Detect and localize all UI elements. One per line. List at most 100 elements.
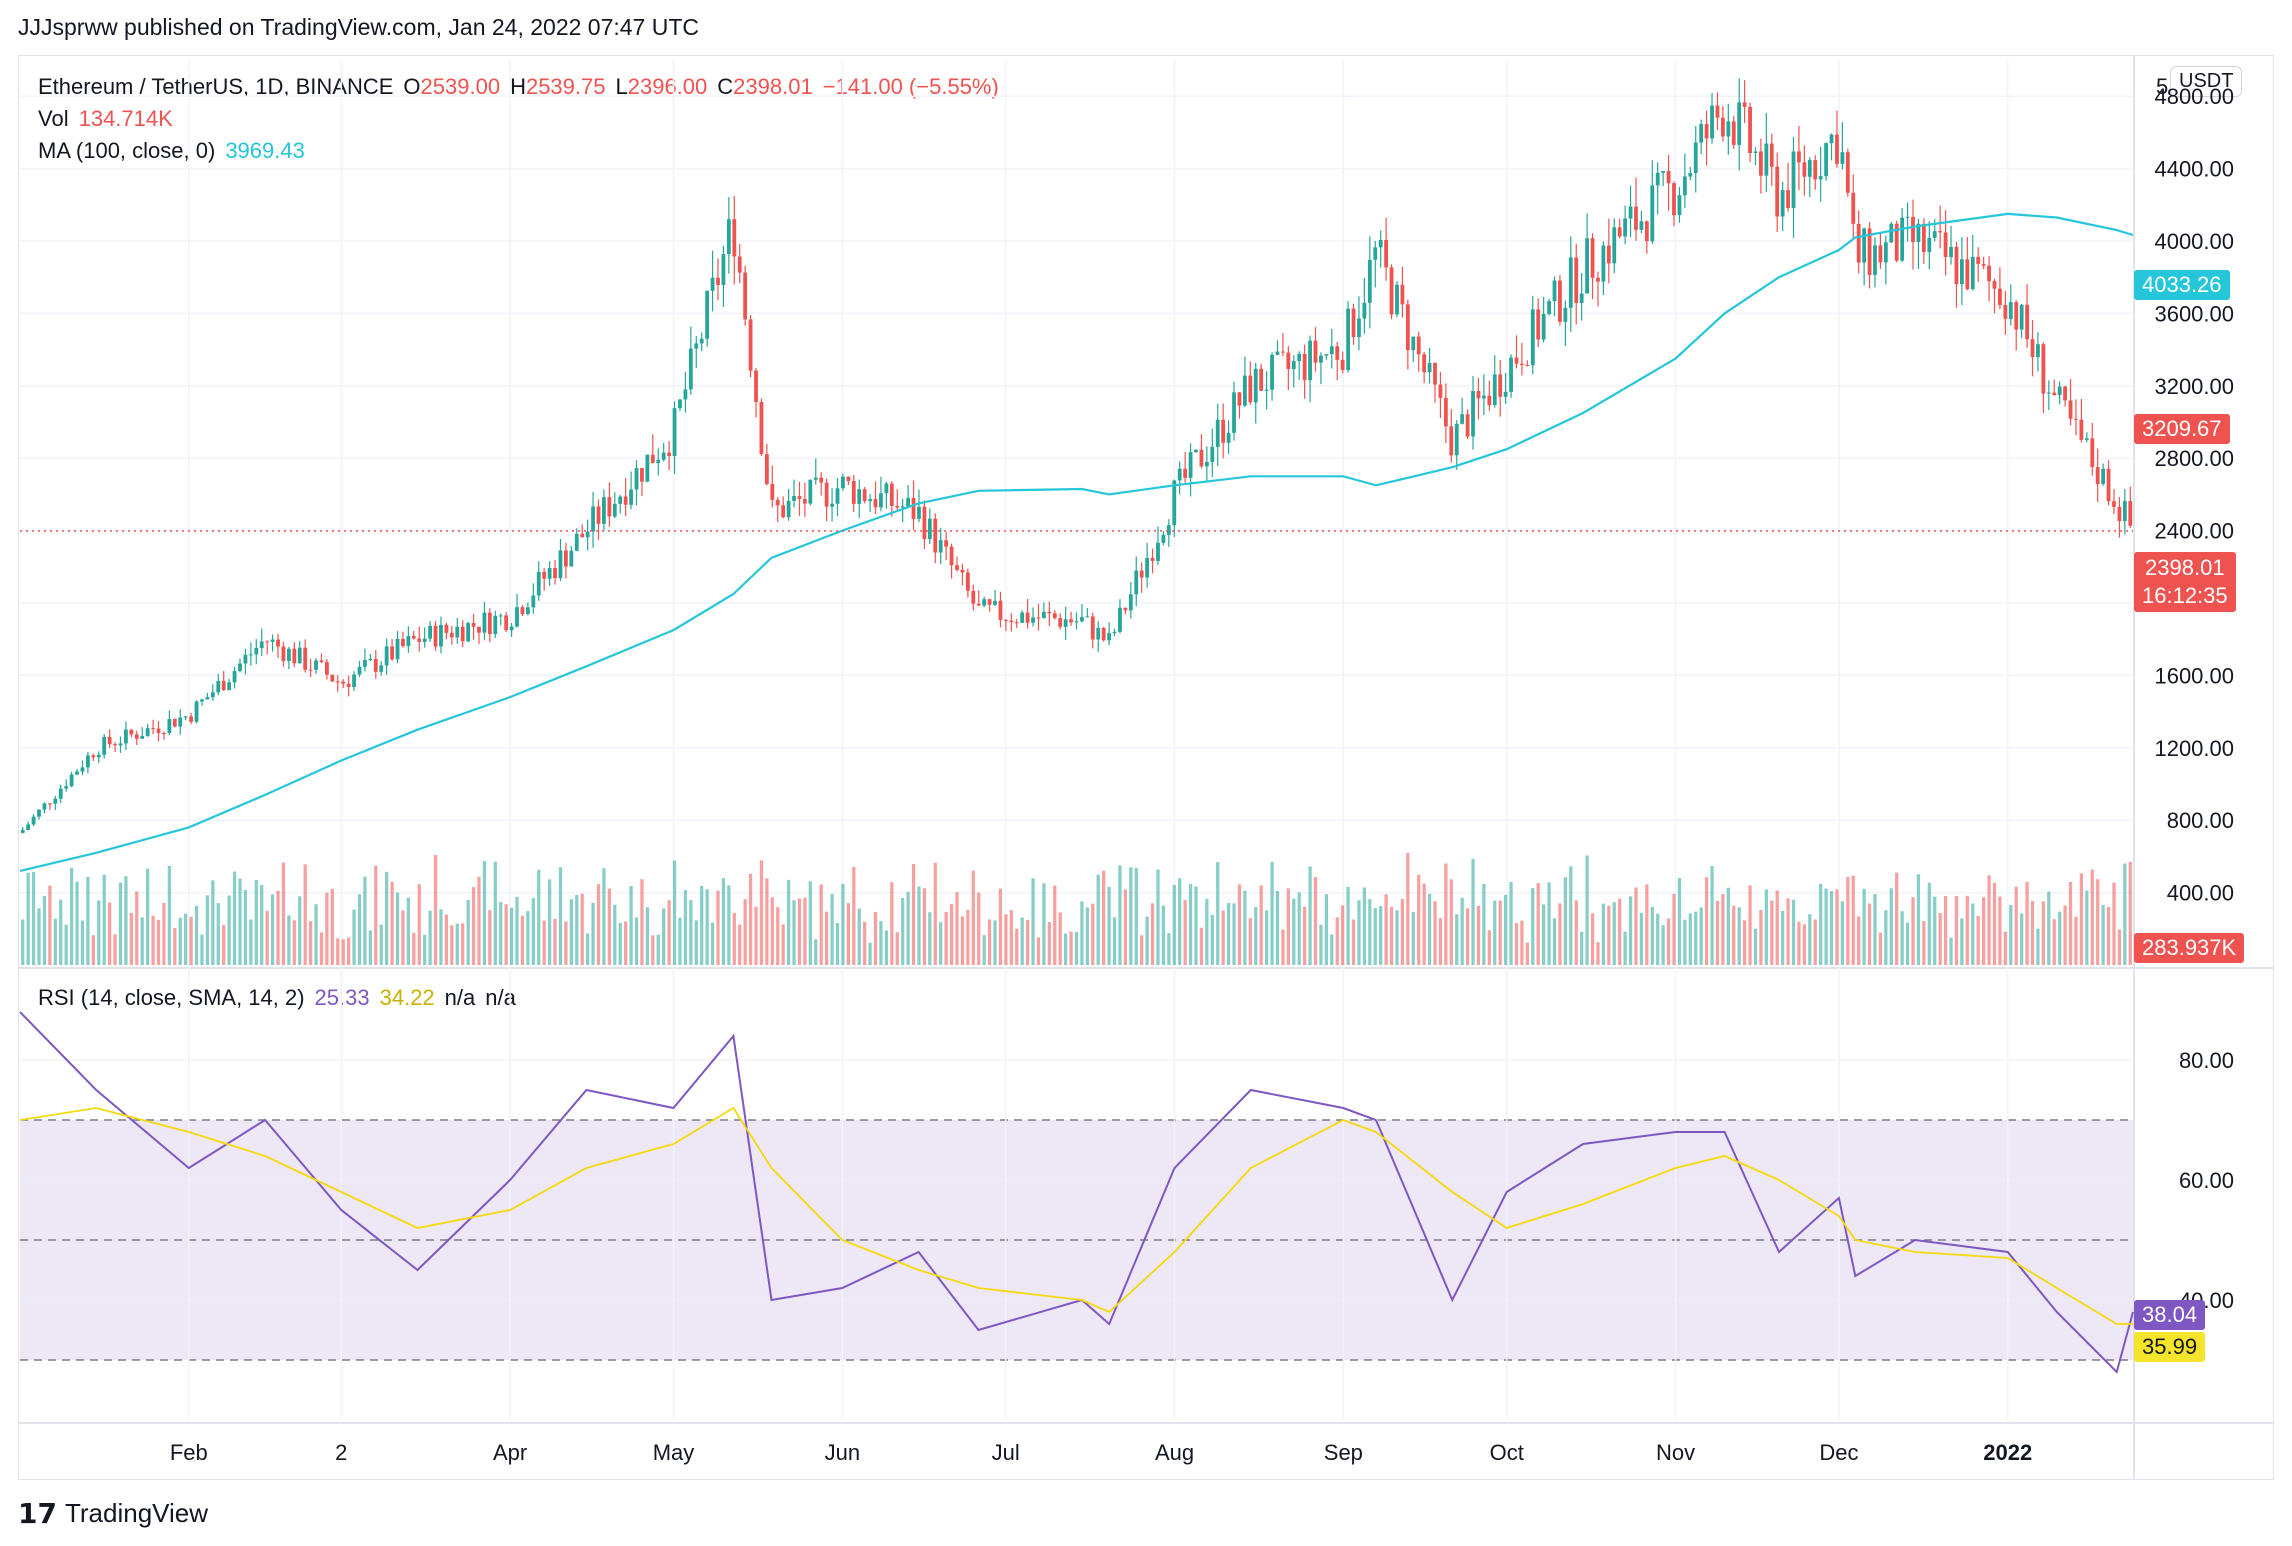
candle-body xyxy=(987,599,992,605)
volume-label[interactable]: Vol xyxy=(38,106,69,131)
ohlc-legend: Ethereum / TetherUS, 1D, BINANCE O2539.00… xyxy=(38,74,1009,100)
candle-body xyxy=(569,550,574,567)
candle-body xyxy=(411,636,416,639)
volume-bar xyxy=(1308,866,1312,965)
candle-body xyxy=(1666,170,1671,184)
volume-bar xyxy=(863,921,867,965)
candle-body xyxy=(607,497,612,517)
candle-body xyxy=(471,623,476,627)
candle-body xyxy=(1862,228,1867,263)
candle-body xyxy=(851,481,856,504)
candle-body xyxy=(596,506,601,524)
volume-bar xyxy=(1786,898,1790,965)
volume-bar xyxy=(1303,906,1307,965)
candle-body xyxy=(1753,151,1758,154)
volume-bar xyxy=(167,865,172,965)
candle-body xyxy=(1476,391,1481,399)
volume-bar xyxy=(1400,898,1405,965)
close-tag-value: 2398.01 xyxy=(2145,555,2225,580)
candle-body xyxy=(1384,239,1389,268)
volume-bar xyxy=(1802,924,1807,965)
volume-bar xyxy=(42,895,47,965)
volume-bar xyxy=(509,907,514,965)
volume-value: 134.714K xyxy=(78,106,173,131)
volume-bar xyxy=(118,882,123,965)
volume-bar xyxy=(1112,917,1117,965)
candle-body xyxy=(281,646,286,661)
candle-body xyxy=(2030,339,2035,358)
volume-bar xyxy=(890,882,894,965)
rsi-label[interactable]: RSI (14, close, SMA, 14, 2) xyxy=(38,985,305,1010)
volume-bar xyxy=(689,900,693,965)
volume-bar xyxy=(1835,889,1839,965)
volume-bar xyxy=(1949,937,1953,965)
candle-body xyxy=(1096,627,1101,640)
volume-bar xyxy=(939,922,943,965)
candle-body xyxy=(824,482,829,507)
footer-brand[interactable]: 17 TradingView xyxy=(18,1497,208,1530)
volume-bar xyxy=(1069,931,1073,965)
candle-body xyxy=(721,254,726,285)
candle-body xyxy=(1677,195,1682,216)
rsi-tick-label: 60.00 xyxy=(2179,1168,2234,1193)
candle-body xyxy=(335,681,340,683)
volume-bar xyxy=(504,904,508,965)
volume-bar xyxy=(2068,881,2073,965)
candle-body xyxy=(748,319,753,371)
volume-bar xyxy=(520,915,525,965)
volume-bar xyxy=(754,906,758,965)
volume-bar xyxy=(1531,888,1535,965)
volume-bar xyxy=(1514,923,1519,965)
candle-body xyxy=(1248,375,1253,403)
candle-body xyxy=(580,533,585,538)
volume-bar xyxy=(1264,910,1269,965)
candle-body xyxy=(303,647,308,670)
candle-body xyxy=(1085,616,1090,618)
rsi-tick-label: 80.00 xyxy=(2179,1048,2234,1073)
candle-body xyxy=(1987,265,1991,282)
candle-body xyxy=(1525,364,1530,366)
volume-bar xyxy=(1770,900,1774,965)
candle-body xyxy=(1340,359,1345,371)
volume-bar xyxy=(1547,882,1551,965)
candle-body xyxy=(1481,395,1486,399)
volume-bar xyxy=(1357,900,1361,965)
candle-body xyxy=(113,744,117,746)
volume-bar xyxy=(1889,888,1893,965)
candle-body xyxy=(1797,151,1801,163)
volume-bar xyxy=(276,890,280,965)
candle-body xyxy=(1253,368,1258,403)
volume-bar xyxy=(672,860,677,965)
candle-body xyxy=(167,718,172,734)
candle-body xyxy=(1357,318,1361,337)
volume-bar xyxy=(319,932,324,965)
volume-bar xyxy=(1281,929,1285,965)
candle-body xyxy=(1324,354,1329,356)
volume-bar xyxy=(1933,896,1937,965)
volume-bar xyxy=(2009,905,2013,965)
candle-body xyxy=(178,717,183,727)
candle-body xyxy=(1807,160,1812,177)
low-value: 2396.00 xyxy=(627,74,708,99)
candle-body xyxy=(1112,631,1117,634)
candle-body xyxy=(1547,301,1551,315)
candle-body xyxy=(1069,619,1073,623)
tradingview-logo: 17 xyxy=(18,1497,57,1530)
volume-bar xyxy=(1976,916,1980,965)
volume-bar xyxy=(59,899,63,965)
volume-bar xyxy=(1004,914,1008,965)
volume-bar xyxy=(901,898,905,965)
time-axis-label: May xyxy=(653,1440,695,1465)
currency-button[interactable]: USDT xyxy=(2170,66,2243,97)
candle-body xyxy=(574,533,579,551)
candle-body xyxy=(1921,223,1926,253)
volume-bar xyxy=(1601,903,1606,965)
symbol-label[interactable]: Ethereum / TetherUS, 1D, BINANCE xyxy=(38,74,394,99)
candle-body xyxy=(1378,239,1383,248)
low-label: L xyxy=(615,74,628,99)
candle-body xyxy=(1183,468,1188,478)
volume-bar xyxy=(184,913,188,965)
ma-label[interactable]: MA (100, close, 0) xyxy=(38,138,216,163)
volume-bar xyxy=(2014,886,2018,965)
